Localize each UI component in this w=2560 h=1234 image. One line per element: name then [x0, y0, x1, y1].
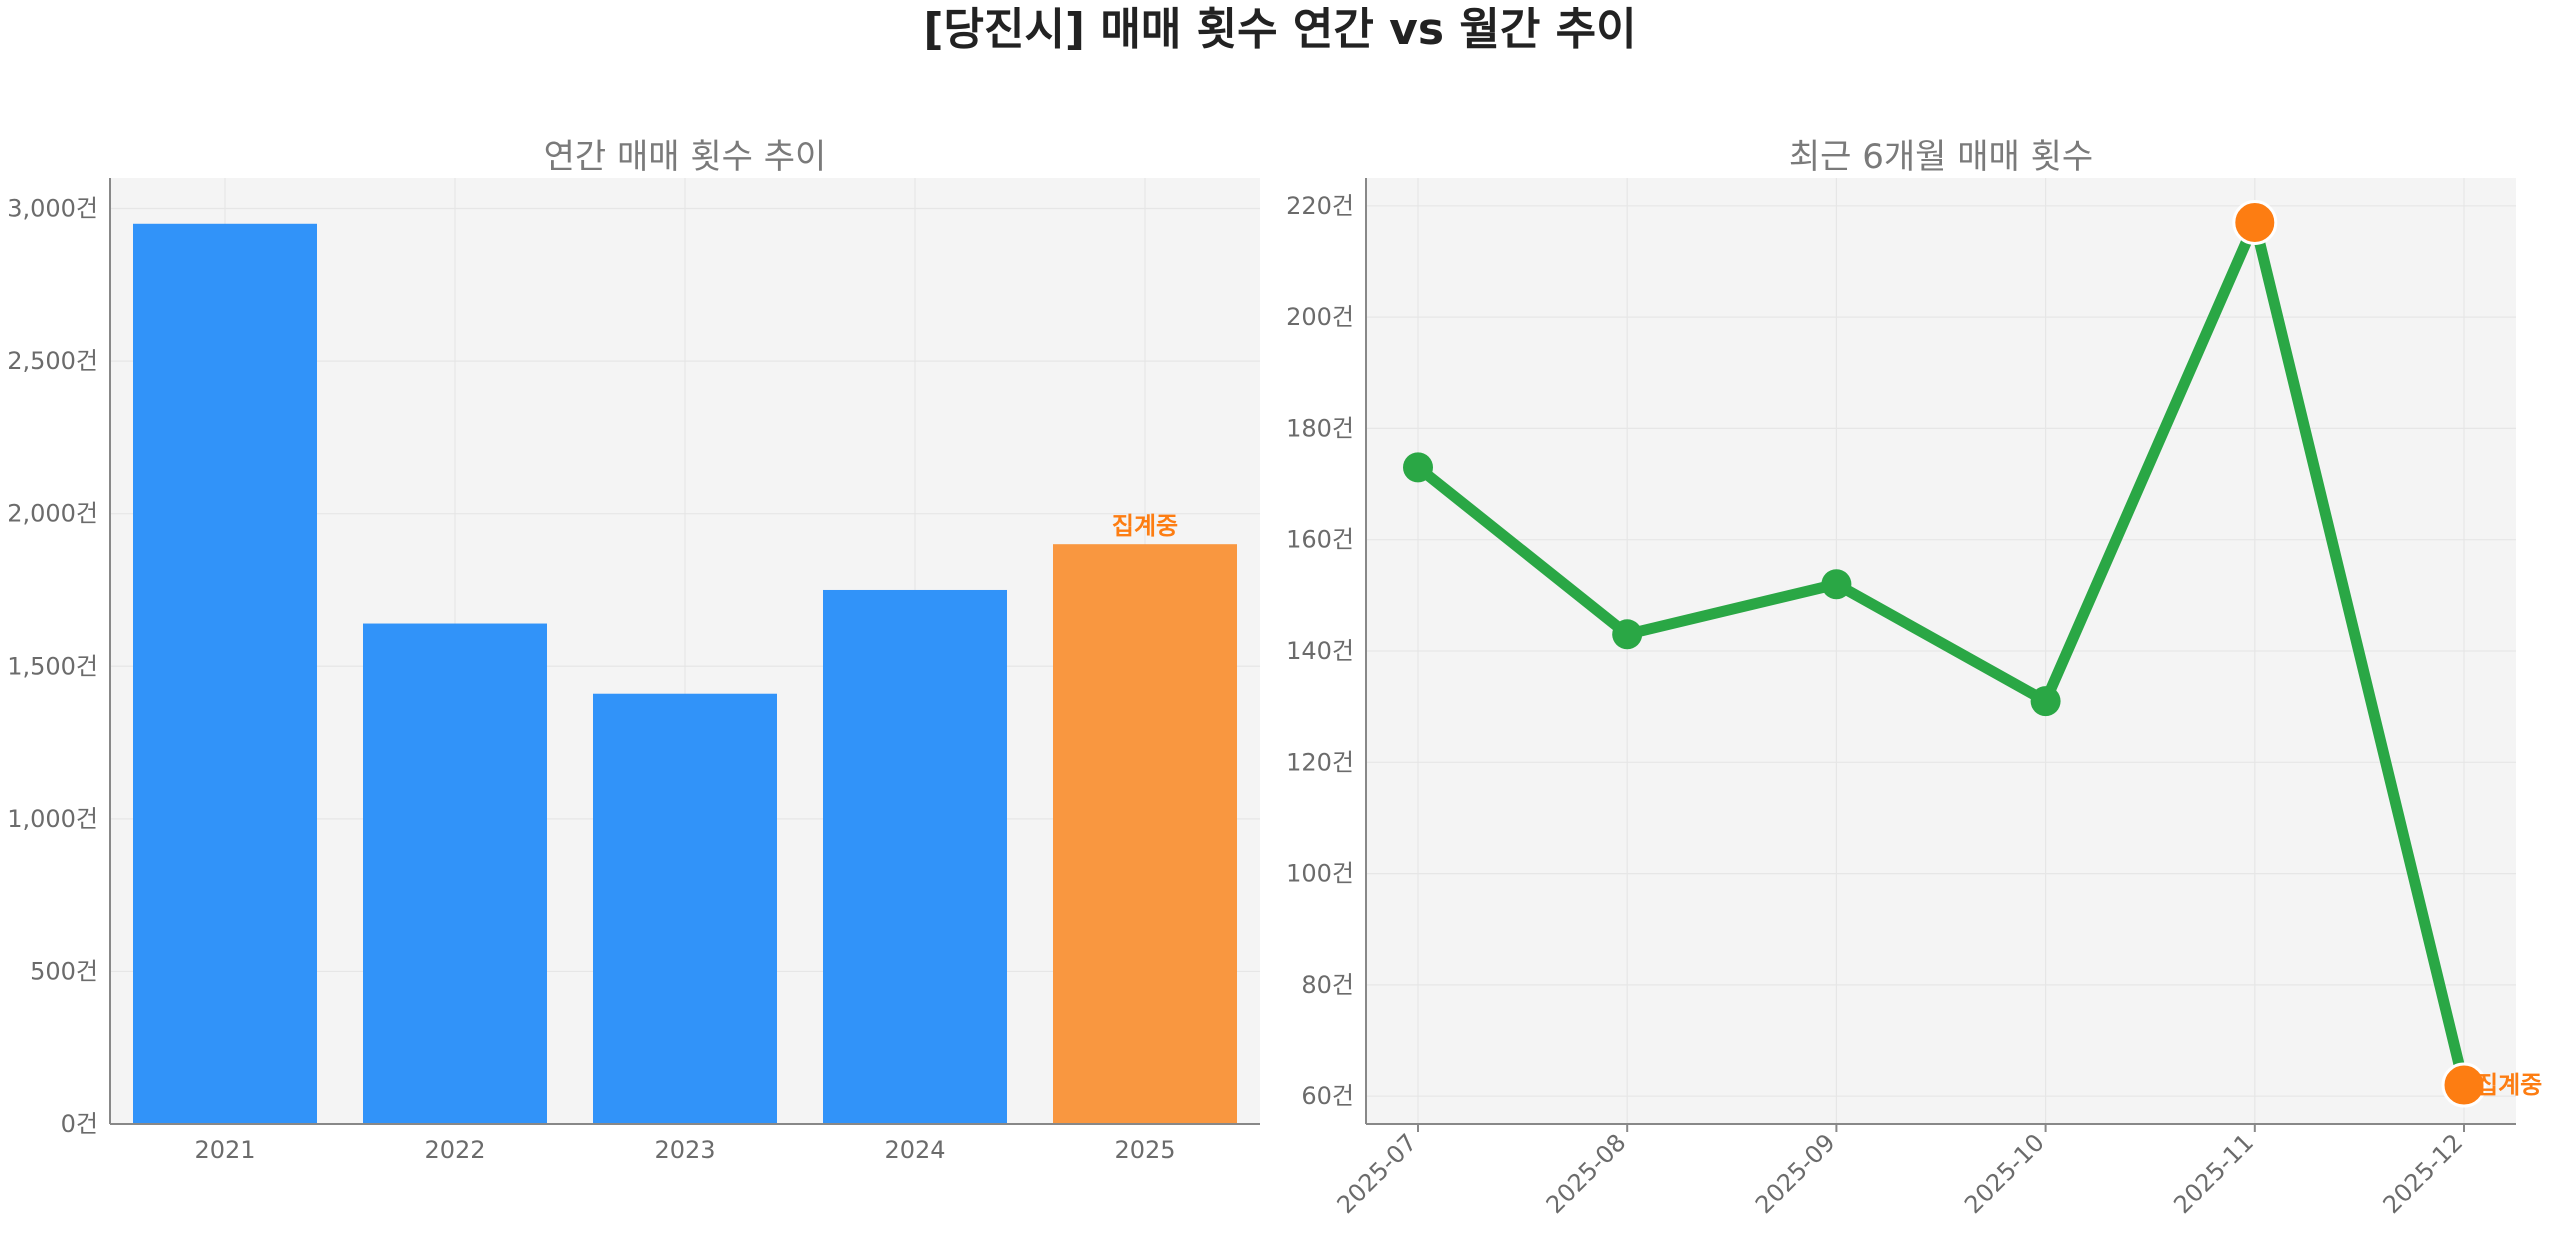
y-tick-label: 160건 [1286, 526, 1354, 554]
data-point-2025-07 [1403, 452, 1433, 483]
y-tick-label: 3,000건 [7, 195, 98, 223]
series-line [1412, 217, 2470, 1091]
y-tick-label: 80건 [1301, 971, 1354, 999]
y-tick-label: 0건 [61, 1110, 98, 1138]
y-tick-label: 200건 [1286, 303, 1354, 331]
subplot-title: 최근 6개월 매매 횟수 [1789, 137, 2093, 177]
data-point-2025-09 [1821, 569, 1852, 600]
x-tick-label: 2022 [424, 1136, 485, 1164]
x-tick-label: 2021 [194, 1136, 255, 1164]
x-tick-label: 2025-08 [1541, 1128, 1632, 1219]
x-tick-label: 2023 [654, 1136, 715, 1164]
y-tick-label: 140건 [1286, 637, 1354, 665]
bar-2023 [593, 693, 777, 1124]
y-tick-label: 180건 [1286, 414, 1354, 442]
y-tick-label: 60건 [1301, 1082, 1354, 1110]
figure-title: [당진시] 매매 횟수 연간 vs 월간 추이 [923, 4, 1637, 55]
line-annotation: 집계중 [2476, 1071, 2542, 1099]
y-tick-label: 2,000건 [7, 500, 98, 528]
y-tick-label: 1,500건 [7, 652, 98, 680]
y-tick-label: 500건 [30, 957, 98, 985]
y-tick-label: 100건 [1286, 860, 1354, 888]
x-tick-label: 2025-09 [1750, 1128, 1841, 1219]
x-tick-label: 2025-12 [2378, 1128, 2469, 1219]
y-tick-label: 220건 [1286, 192, 1354, 220]
bar-2021 [133, 223, 317, 1125]
y-tick-label: 120건 [1286, 748, 1354, 776]
x-tick-label: 2025-10 [1959, 1128, 2050, 1219]
y-tick-label: 1,000건 [7, 805, 98, 833]
bar-2022 [363, 623, 547, 1124]
annual-bar-chart: 0건 500건 1,000건 1,500건 2,000건 2,500건 3,000건 2021… [7, 137, 1260, 1164]
data-point-2025-08 [1612, 619, 1643, 650]
x-tick-label: 2025-11 [2168, 1128, 2259, 1219]
monthly-line-chart: 60건 80건 100건 120건 140건 160건 180건 200건 220건 2025-0… [1286, 137, 2542, 1219]
x-tick-label: 2025-07 [1332, 1128, 1423, 1219]
data-point-2025-10 [2030, 686, 2061, 717]
bar-annotation: 집계중 [1112, 512, 1178, 540]
data-point-2025-12 [2441, 1062, 2487, 1108]
subplot-title: 연간 매매 횟수 추이 [544, 137, 827, 177]
bar-2024 [823, 589, 1007, 1124]
x-tick-label: 2025 [1114, 1136, 1175, 1164]
bar-2025 [1053, 544, 1237, 1124]
data-point-2025-11 [2232, 200, 2278, 246]
x-tick-label: 2024 [884, 1136, 945, 1164]
y-tick-label: 2,500건 [7, 347, 98, 375]
